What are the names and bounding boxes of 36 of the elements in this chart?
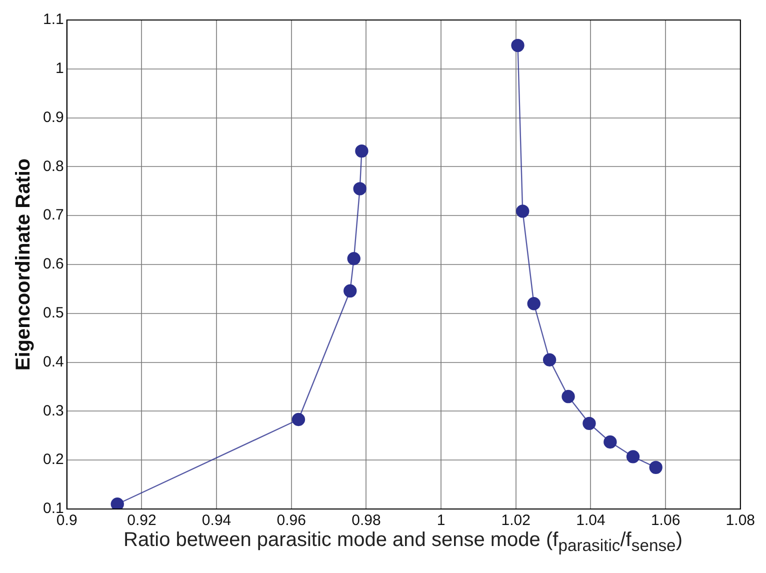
x-tick-label: 1.04 xyxy=(576,512,606,530)
y-tick-label: 0.2 xyxy=(42,451,64,468)
y-tick-label: 0.8 xyxy=(42,158,64,175)
x-tick-label: 1 xyxy=(436,512,446,530)
x-tick-label: 1.08 xyxy=(726,512,756,530)
point xyxy=(511,38,524,52)
y-tick-label: 1 xyxy=(56,60,64,78)
y-tick-label: 0.4 xyxy=(42,353,64,370)
x-tick-label: 1.02 xyxy=(501,512,530,530)
point xyxy=(562,390,575,404)
point xyxy=(516,204,530,218)
y-tick-label: 0.3 xyxy=(42,402,64,420)
point xyxy=(355,144,368,158)
point xyxy=(347,252,360,266)
point xyxy=(604,435,617,449)
point xyxy=(344,284,357,298)
point xyxy=(292,412,306,426)
y-tick-label: 0.7 xyxy=(42,206,64,224)
point xyxy=(110,498,124,509)
x-tick-label: 0.98 xyxy=(352,512,381,530)
y-tick-label: 0.9 xyxy=(42,108,64,126)
x-tick-label: 1.06 xyxy=(650,512,680,530)
y-tick-label: 0.5 xyxy=(42,304,64,322)
x-tick-label: 0.94 xyxy=(202,512,232,530)
y-axis-title: Eigencoordinate Ratio xyxy=(12,158,35,371)
x-tick-label: 0.96 xyxy=(276,512,306,530)
x-tick-label: 0.92 xyxy=(127,512,156,530)
y-tick-label: 0.6 xyxy=(42,256,64,273)
point xyxy=(527,297,540,310)
point xyxy=(542,353,556,366)
y-tick-label: 1.1 xyxy=(42,11,64,28)
point xyxy=(582,416,596,430)
x-axis-title: Ratio between parasitic mode and sense mode (f$_{parasitic}$/f$_{sense}$) xyxy=(122,529,684,556)
point xyxy=(649,460,662,474)
point xyxy=(626,450,640,464)
point xyxy=(353,182,366,196)
